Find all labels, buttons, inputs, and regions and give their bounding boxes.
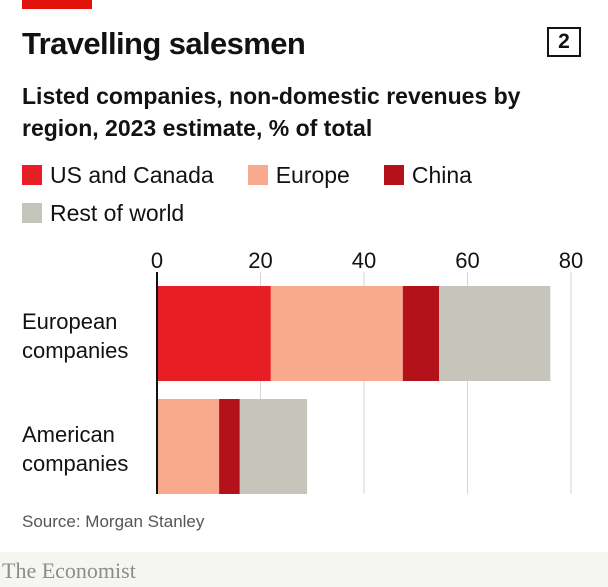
legend-swatch-europe <box>247 165 268 185</box>
bar-china-american-companies <box>219 399 240 494</box>
x-tick-label: 60 <box>455 248 479 273</box>
x-tick-label: 20 <box>248 248 272 273</box>
category-label-european-companies: European companies <box>22 309 128 363</box>
legend-item-rest-of-world: Rest of world <box>22 200 184 227</box>
legend-label-europe: Europe <box>275 161 350 188</box>
brand-red-tag <box>22 0 92 9</box>
legend-item-europe: Europe <box>247 161 350 189</box>
x-tick-label: 80 <box>559 248 583 273</box>
bar-rest-of-world-european-companies <box>439 286 551 381</box>
legend-swatch-us-canada <box>22 165 42 185</box>
x-tick-label: 40 <box>352 248 376 273</box>
bar-china-european-companies <box>402 286 440 381</box>
legend-item-us-canada: US and Canada <box>22 162 214 189</box>
chart-title: Travelling salesmen <box>22 26 306 61</box>
economist-logo: The Economist <box>2 558 136 583</box>
legend-label-rest-of-world: Rest of world <box>50 199 185 226</box>
legend-swatch-china <box>383 165 404 185</box>
legend-item-china: China <box>383 161 472 189</box>
bar-europe-european-companies <box>270 286 403 381</box>
bar-europe-american-companies <box>157 399 220 494</box>
legend-swatch-rest-of-world <box>22 203 42 223</box>
chart-number-badge: 2 <box>547 27 581 57</box>
bar-chart-plot: 0 20 40 60 80 European companies American compan… <box>22 248 583 494</box>
legend-label-china: China <box>411 161 472 188</box>
legend-row: US and Canada Europe China <box>22 158 582 192</box>
bar-us-and-canada-european-companies <box>157 286 271 381</box>
category-label-american-companies: American companies <box>22 422 128 476</box>
source-note: Source: Morgan Stanley <box>22 512 205 531</box>
bar-rest-of-world-american-companies <box>239 399 308 494</box>
chart-card: Travelling salesmen 2 Listed companies, … <box>0 0 608 552</box>
x-tick-label: 0 <box>151 248 163 273</box>
legend-row: Rest of world <box>22 196 582 230</box>
legend-label-us-canada: US and Canada <box>50 161 214 188</box>
legend: US and Canada Europe China Rest of world <box>22 158 582 234</box>
chart-subtitle: Listed companies, non-domestic revenues … <box>22 83 521 141</box>
